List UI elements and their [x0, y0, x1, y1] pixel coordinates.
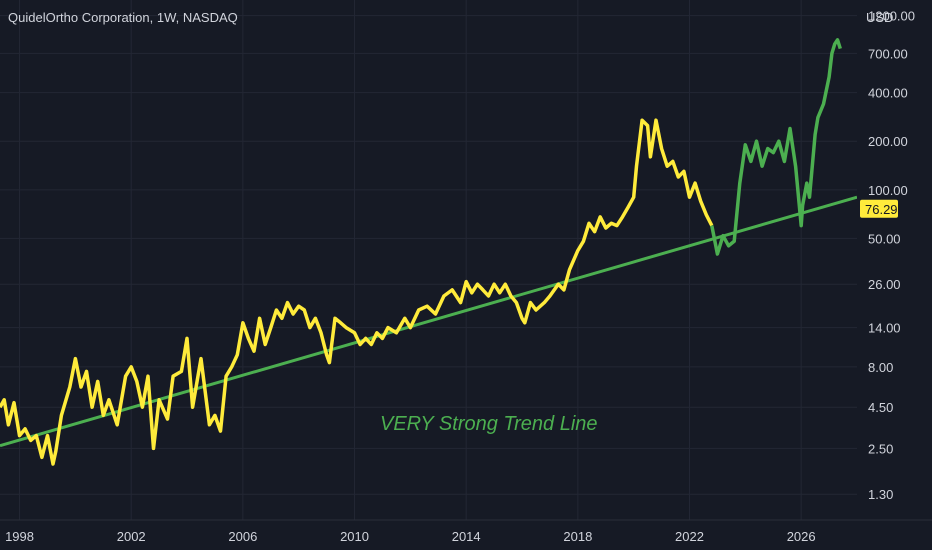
x-tick-label: 2026	[787, 529, 816, 544]
y-tick-label: 8.00	[868, 360, 893, 375]
y-tick-label: 26.00	[868, 277, 901, 292]
x-tick-label: 2010	[340, 529, 369, 544]
y-tick-label: 400.00	[868, 86, 908, 101]
chart-grid	[0, 0, 857, 520]
trend-line[interactable]	[0, 195, 858, 448]
price-axis[interactable]	[857, 0, 932, 520]
x-tick-label: 2006	[228, 529, 257, 544]
svg-text:76.29: 76.29	[865, 202, 898, 217]
y-tick-label: 2.50	[868, 441, 893, 456]
y-tick-label: 700.00	[868, 46, 908, 61]
x-axis-ticks: 1998 2002 2006 2010 2014 2018 2022 2026	[5, 529, 816, 544]
price-history-line[interactable]	[0, 118, 714, 466]
y-tick-label: 50.00	[868, 231, 901, 246]
y-tick-label: 1.30	[868, 487, 893, 502]
chart-title: QuidelOrtho Corporation, 1W, NASDAQ	[8, 10, 238, 25]
last-price-label: 76.29	[860, 199, 898, 218]
y-tick-label: 200.00	[868, 134, 908, 149]
x-tick-label: 1998	[5, 529, 34, 544]
y-tick-label: 14.00	[868, 321, 901, 336]
trend-line-annotation: VERY Strong Trend Line	[380, 413, 598, 435]
currency-label: USD	[866, 10, 893, 25]
y-tick-label: 1200.00	[868, 9, 915, 24]
y-tick-label: 100.00	[868, 183, 908, 198]
plot-area	[0, 38, 858, 466]
x-tick-label: 2002	[117, 529, 146, 544]
x-tick-label: 2014	[452, 529, 481, 544]
y-tick-label: 4.50	[868, 400, 893, 415]
y-axis-ticks: 1200.00 700.00 400.00 200.00 100.00 50.00 26.0…	[868, 9, 915, 503]
x-tick-label: 2018	[563, 529, 592, 544]
x-tick-label: 2022	[675, 529, 704, 544]
price-projection-line[interactable]	[710, 38, 842, 256]
